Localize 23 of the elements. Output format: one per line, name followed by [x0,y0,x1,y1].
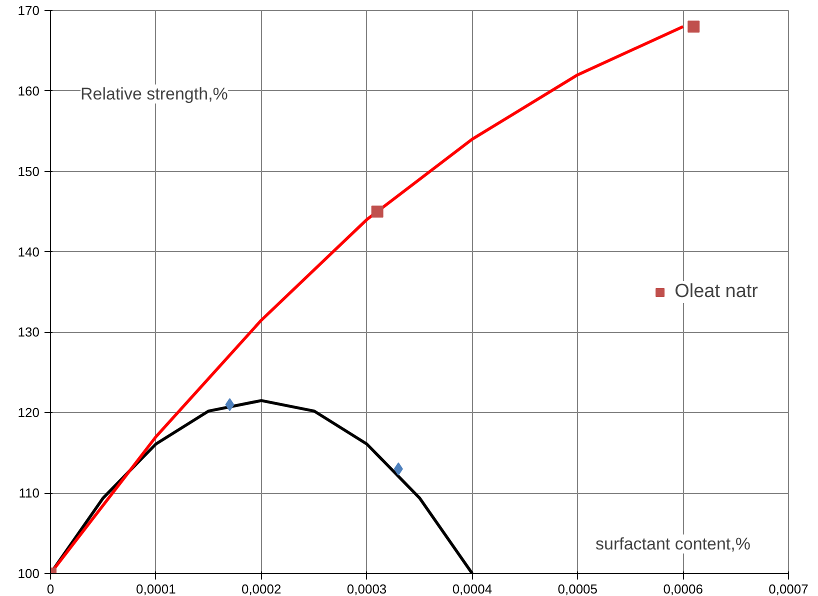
y-axis-title: Relative strength,% [80,84,228,104]
point [371,206,384,218]
y-tick-label: 100 [18,566,40,581]
y-tick-label: 160 [18,83,40,98]
point [225,398,234,412]
point [394,462,403,476]
y-tick-label: 150 [18,164,40,179]
y-tick-label: 120 [18,405,40,420]
x-tick-label: 0,0001 [136,582,176,596]
y-tick-label: 130 [18,324,40,340]
y-tick-label: 170 [18,3,40,18]
x-tick-label: 0,0006 [663,582,703,596]
x-axis-title: surfactant content,% [596,534,750,554]
x-tick-label: 0,0004 [452,582,492,596]
point [688,20,700,33]
y-tick-label: 110 [18,486,40,501]
legend-label: Oleat natr [674,280,758,302]
y-tick-label: 140 [18,244,40,260]
x-tick-label: 0,0003 [346,582,387,596]
x-tick-label: 0,0002 [241,582,282,596]
x-tick-label: 0 [46,582,54,596]
x-tick-label: 0,0007 [768,582,808,596]
x-tick-label: 0,0005 [558,582,598,596]
